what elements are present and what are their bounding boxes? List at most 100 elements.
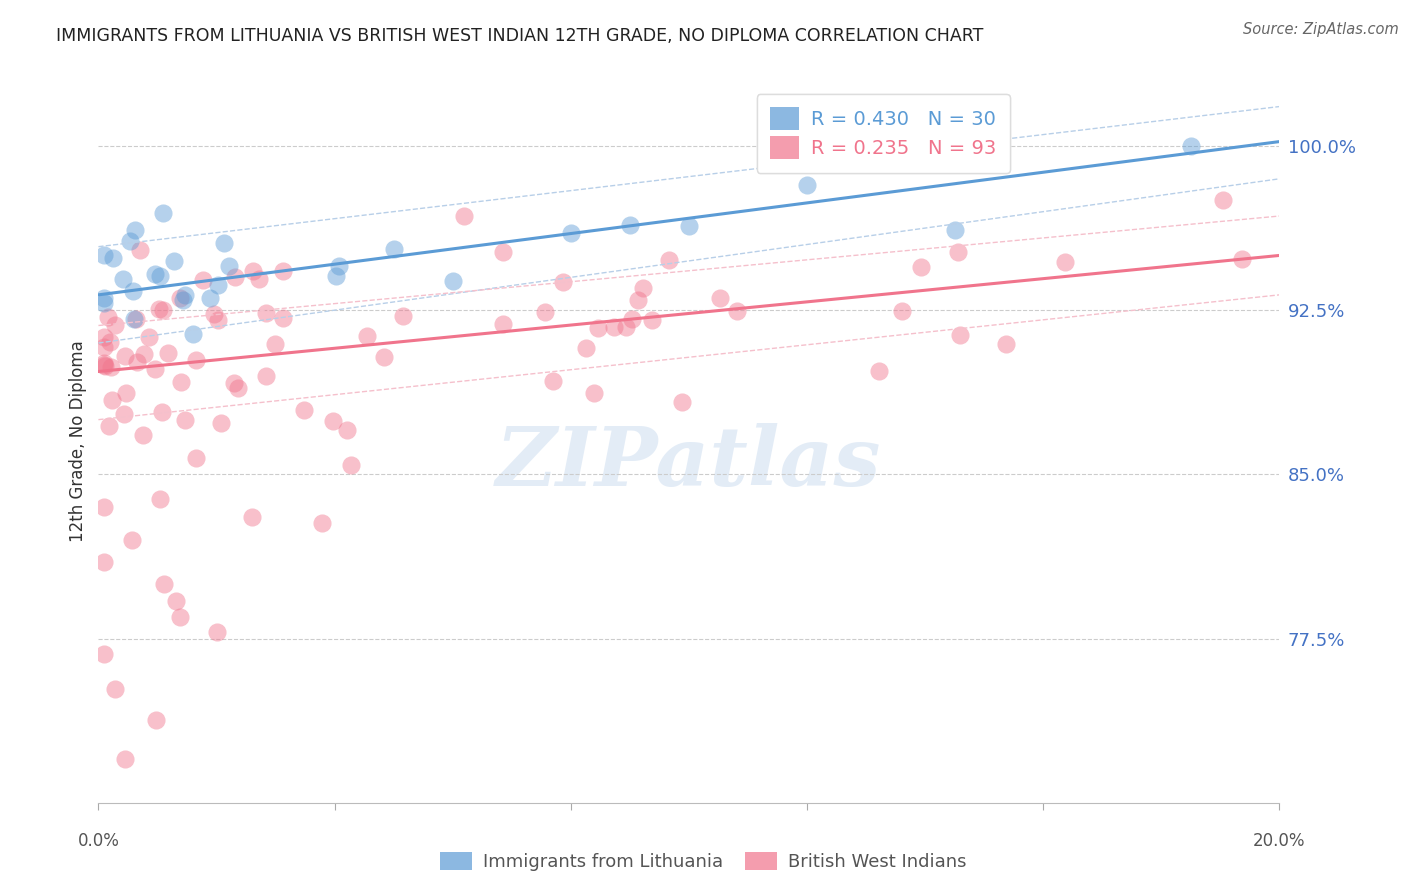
Point <box>125 312 148 326</box>
Point <box>631 281 654 295</box>
Legend: Immigrants from Lithuania, British West Indians: Immigrants from Lithuania, British West … <box>432 845 974 879</box>
Point <box>207 313 229 327</box>
Point <box>1180 139 1202 153</box>
Text: Source: ZipAtlas.com: Source: ZipAtlas.com <box>1243 22 1399 37</box>
Point <box>641 313 664 327</box>
Point <box>1053 255 1076 269</box>
Point <box>207 277 229 292</box>
Point <box>1230 252 1253 267</box>
Point <box>943 223 966 237</box>
Point <box>224 376 246 390</box>
Text: ZIPatlas: ZIPatlas <box>496 423 882 503</box>
Point <box>183 326 205 341</box>
Point <box>242 264 264 278</box>
Point <box>127 355 149 369</box>
Point <box>198 291 221 305</box>
Point <box>621 311 644 326</box>
Point <box>534 305 557 319</box>
Point <box>224 269 246 284</box>
Point <box>240 510 263 524</box>
Point <box>1212 193 1234 207</box>
Point <box>152 303 174 318</box>
Point <box>209 416 232 430</box>
Point <box>124 223 146 237</box>
Text: 0.0%: 0.0% <box>77 831 120 850</box>
Y-axis label: 12th Grade, No Diploma: 12th Grade, No Diploma <box>69 341 87 542</box>
Point <box>97 310 120 324</box>
Point <box>582 386 605 401</box>
Point <box>101 251 124 265</box>
Point <box>120 234 142 248</box>
Point <box>114 385 136 400</box>
Point <box>226 381 249 395</box>
Point <box>98 335 121 350</box>
Point <box>114 752 136 766</box>
Point <box>891 303 914 318</box>
Point <box>129 243 152 257</box>
Point <box>145 713 167 727</box>
Point <box>205 625 228 640</box>
Point <box>93 329 115 343</box>
Point <box>271 264 294 278</box>
Point <box>626 293 648 307</box>
Point <box>143 362 166 376</box>
Point <box>492 317 515 331</box>
Legend: R = 0.430   N = 30, R = 0.235   N = 93: R = 0.430 N = 30, R = 0.235 N = 93 <box>756 94 1010 172</box>
Point <box>191 273 214 287</box>
Point <box>170 375 193 389</box>
Point <box>93 555 115 569</box>
Point <box>174 288 197 302</box>
Point <box>910 260 932 274</box>
Point <box>112 407 135 421</box>
Point <box>122 284 145 298</box>
Point <box>93 296 115 310</box>
Point <box>93 340 115 354</box>
Point <box>727 303 749 318</box>
Point <box>152 205 174 219</box>
Point <box>153 577 176 591</box>
Point <box>184 450 207 465</box>
Point <box>121 533 143 547</box>
Point <box>98 419 121 434</box>
Point <box>212 235 235 250</box>
Point <box>256 306 278 320</box>
Point <box>173 293 195 307</box>
Point <box>619 218 641 232</box>
Point <box>132 347 155 361</box>
Point <box>995 336 1018 351</box>
Point <box>264 337 287 351</box>
Point <box>311 516 333 530</box>
Point <box>949 327 972 342</box>
Point <box>112 271 135 285</box>
Point <box>149 268 172 283</box>
Point <box>131 428 153 442</box>
Point <box>541 374 564 388</box>
Point <box>382 242 405 256</box>
Point <box>588 321 610 335</box>
Point <box>678 219 700 233</box>
Point <box>373 350 395 364</box>
Point <box>100 360 122 375</box>
Point <box>202 307 225 321</box>
Point <box>946 244 969 259</box>
Point <box>391 309 413 323</box>
Point <box>100 392 122 407</box>
Point <box>292 403 315 417</box>
Point <box>560 226 582 240</box>
Point <box>93 647 115 661</box>
Point <box>93 292 115 306</box>
Point <box>336 423 359 437</box>
Point <box>169 291 191 305</box>
Point <box>122 312 145 326</box>
Point <box>148 302 170 317</box>
Point <box>328 260 350 274</box>
Point <box>184 353 207 368</box>
Point <box>325 268 347 283</box>
Point <box>114 349 136 363</box>
Point <box>93 500 115 515</box>
Point <box>94 359 117 373</box>
Point <box>104 318 127 333</box>
Point <box>796 178 818 192</box>
Point <box>169 609 191 624</box>
Point <box>218 259 240 273</box>
